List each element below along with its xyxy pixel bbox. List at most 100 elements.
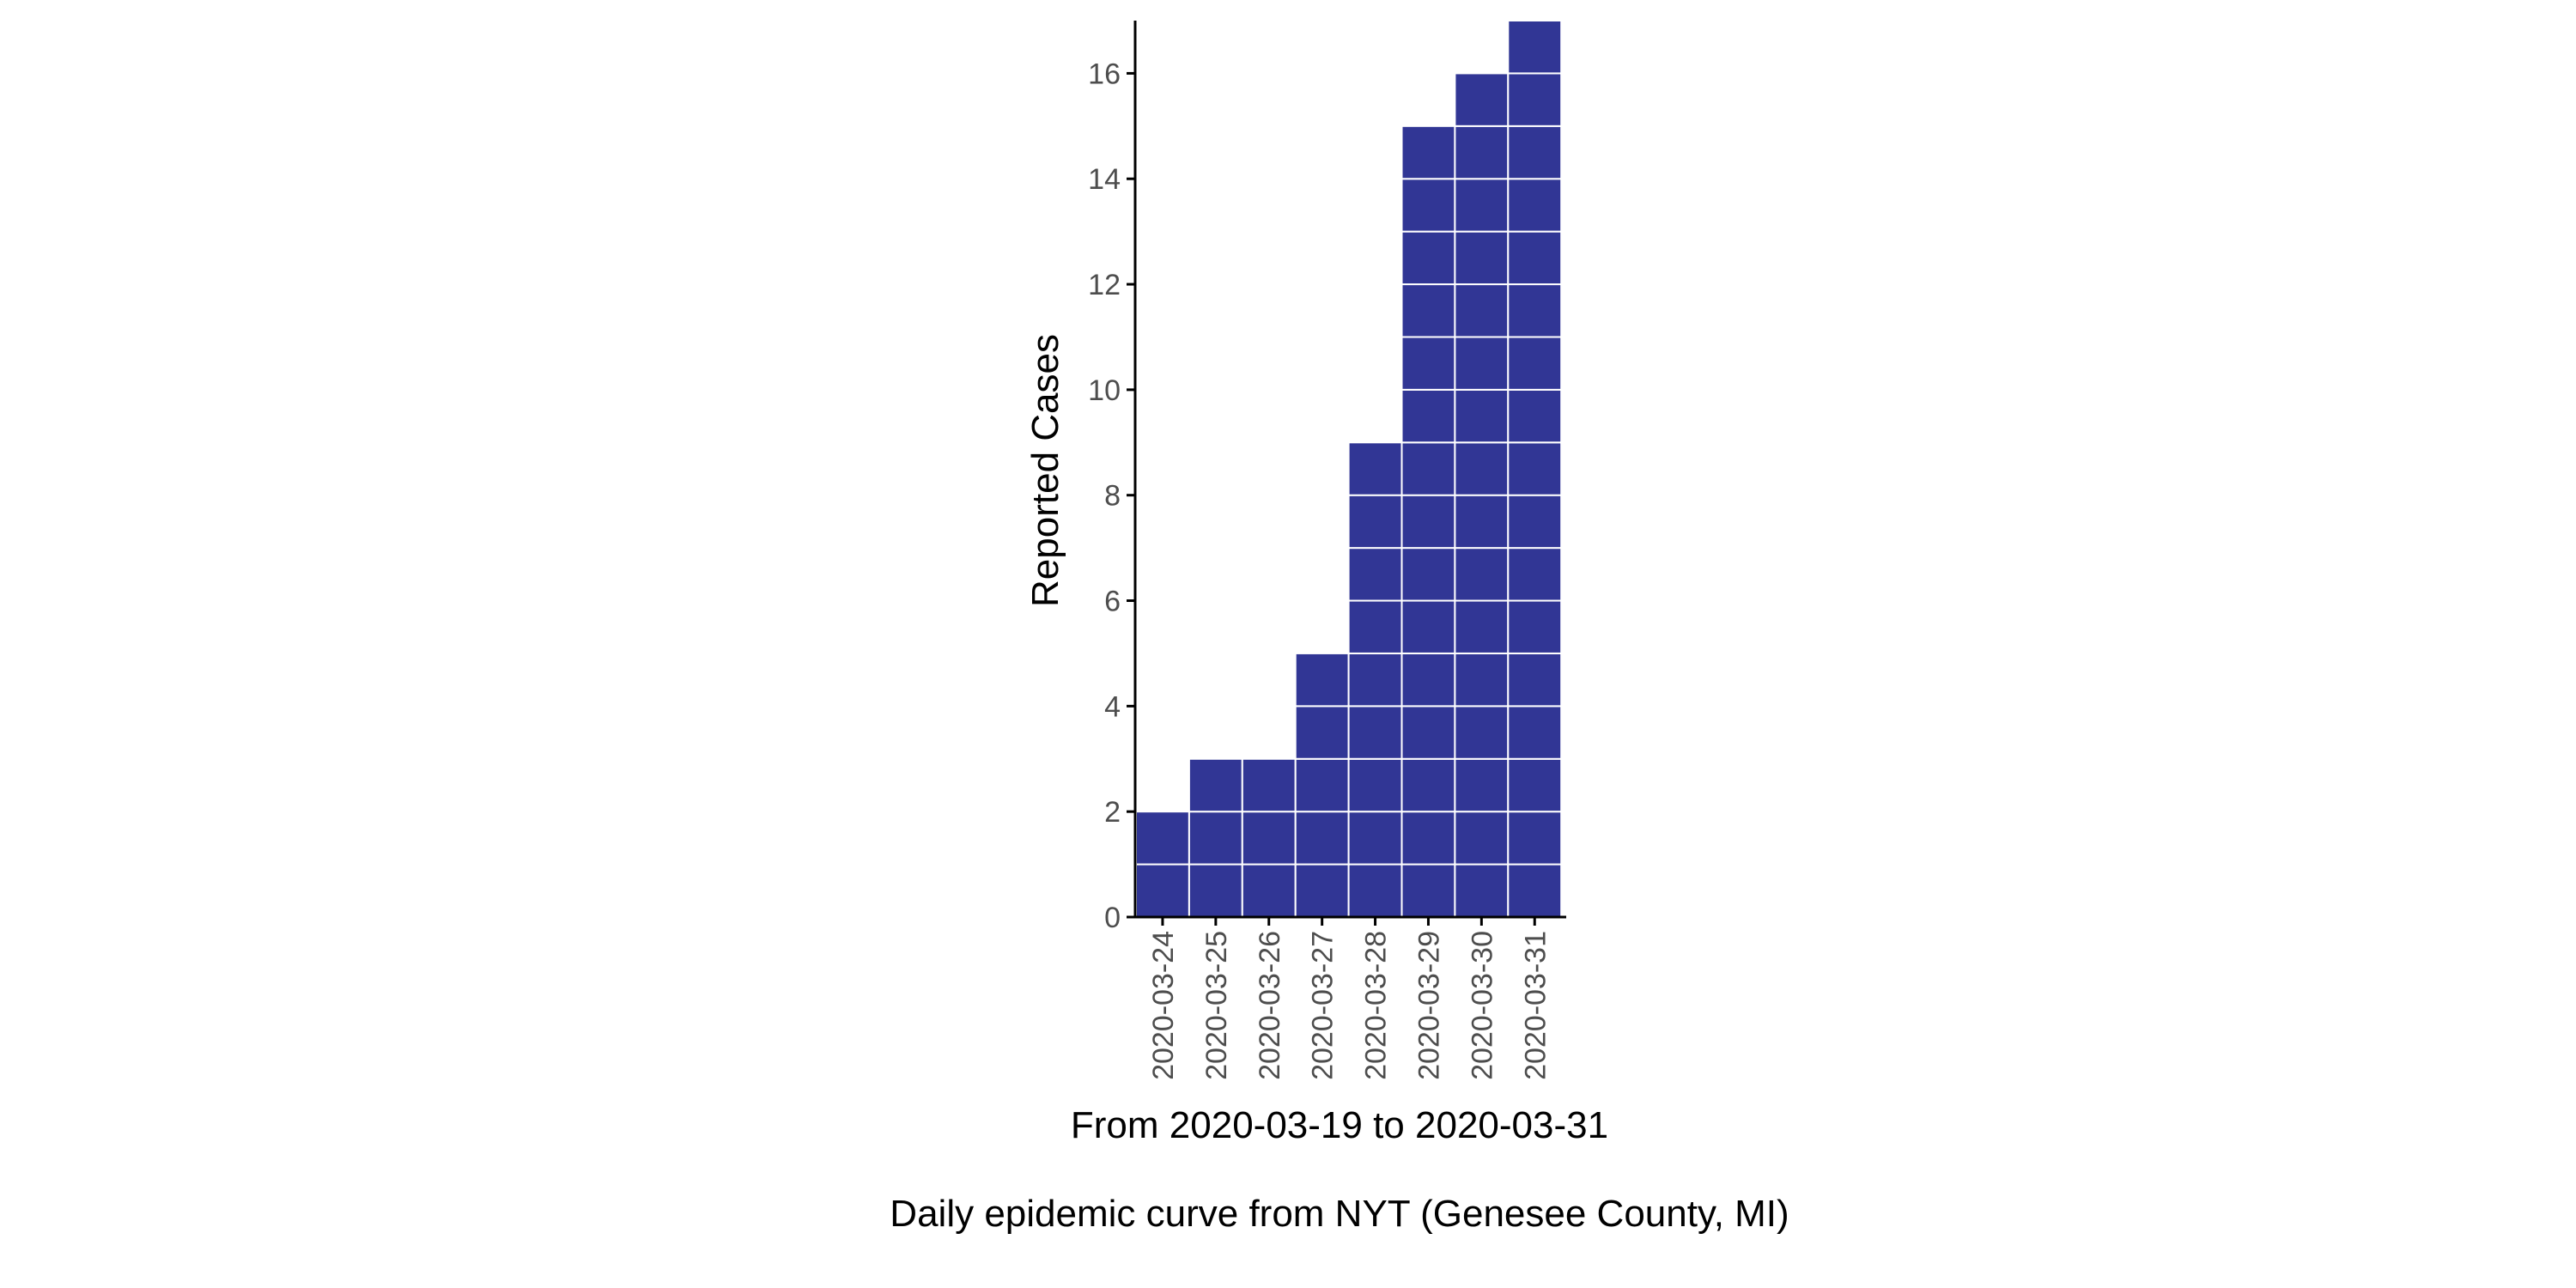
- x-axis: 2020-03-24 2020-03-25 2020-03-26 2020-03-27…: [1134, 915, 1566, 1080]
- bar: [1241, 757, 1297, 919]
- bar-tile: [1400, 283, 1456, 338]
- bar-tile: [1507, 441, 1563, 496]
- bar-tile: [1400, 388, 1456, 444]
- y-tick-label: 10: [1088, 374, 1121, 407]
- bar-tile: [1400, 811, 1456, 866]
- bar-tile: [1294, 863, 1350, 919]
- bar-tile: [1507, 494, 1563, 550]
- bar-tile: [1454, 388, 1510, 444]
- bar-tile: [1294, 652, 1350, 708]
- bar-tile: [1241, 811, 1297, 866]
- bar-tile: [1135, 811, 1190, 866]
- bar-tile: [1507, 705, 1563, 760]
- bar: [1135, 811, 1190, 919]
- y-axis-title: Reported Cases: [1024, 334, 1066, 607]
- bar-tile: [1400, 125, 1456, 180]
- bar-tile: [1347, 547, 1403, 602]
- bar-tile: [1347, 494, 1403, 550]
- bar-tile: [1454, 863, 1510, 919]
- bar-tile: [1507, 811, 1563, 866]
- bar-tile: [1347, 811, 1403, 866]
- bar-tile: [1400, 178, 1456, 233]
- bar-tile: [1347, 863, 1403, 919]
- bar-tile: [1507, 863, 1563, 919]
- bars-group: [1135, 20, 1563, 919]
- bar-tile: [1507, 283, 1563, 338]
- x-tick-label: 2020-03-31: [1519, 931, 1552, 1080]
- bar-tile: [1454, 125, 1510, 180]
- x-axis-title: From 2020-03-19 to 2020-03-31: [1071, 1104, 1608, 1146]
- bar-tile: [1507, 599, 1563, 654]
- bar-tile: [1454, 811, 1510, 866]
- bar-tile: [1347, 599, 1403, 654]
- bar-tile: [1454, 336, 1510, 391]
- bar-tile: [1347, 705, 1403, 760]
- bar-tile: [1347, 652, 1403, 708]
- bar-tile: [1188, 863, 1243, 919]
- x-tick-label: 2020-03-28: [1360, 931, 1393, 1080]
- bar-tile: [1454, 599, 1510, 654]
- bar-tile: [1507, 72, 1563, 127]
- bar-tile: [1507, 388, 1563, 444]
- bar-tile: [1188, 757, 1243, 813]
- y-tick-label: 16: [1088, 58, 1121, 90]
- bar-tile: [1400, 757, 1456, 813]
- bar-tile: [1241, 863, 1297, 919]
- bar-tile: [1507, 547, 1563, 602]
- y-tick-label: 12: [1088, 269, 1121, 301]
- bar-tile: [1347, 441, 1403, 496]
- bar-tile: [1454, 757, 1510, 813]
- bar-tile: [1454, 283, 1510, 338]
- y-tick-label: 14: [1088, 163, 1121, 196]
- bar: [1454, 72, 1510, 919]
- bar-tile: [1507, 652, 1563, 708]
- bar-tile: [1507, 178, 1563, 233]
- bar-tile: [1400, 336, 1456, 391]
- bar-tile: [1400, 547, 1456, 602]
- bar-tile: [1507, 230, 1563, 286]
- x-tick-label: 2020-03-27: [1307, 931, 1340, 1080]
- bar-tile: [1400, 230, 1456, 286]
- bar-tile: [1400, 652, 1456, 708]
- bar-tile: [1454, 72, 1510, 127]
- bar: [1400, 125, 1456, 919]
- bar-tile: [1454, 705, 1510, 760]
- bar-tile: [1454, 494, 1510, 550]
- bar-tile: [1454, 441, 1510, 496]
- bar-tile: [1400, 863, 1456, 919]
- bar: [1347, 441, 1403, 919]
- y-tick-label: 0: [1104, 902, 1121, 934]
- bar: [1507, 20, 1563, 919]
- bar: [1294, 652, 1350, 919]
- bar-tile: [1400, 494, 1456, 550]
- bar-tile: [1294, 757, 1350, 813]
- bar-tile: [1400, 705, 1456, 760]
- y-tick-label: 8: [1104, 480, 1121, 513]
- bar-tile: [1400, 441, 1456, 496]
- bar-tile: [1294, 705, 1350, 760]
- bar-tile: [1135, 863, 1190, 919]
- x-tick-label: 2020-03-25: [1200, 931, 1233, 1080]
- bar-tile: [1507, 336, 1563, 391]
- bar-tile: [1400, 599, 1456, 654]
- bar-tile: [1454, 178, 1510, 233]
- x-tick-label: 2020-03-29: [1413, 931, 1445, 1080]
- y-tick-label: 4: [1104, 690, 1121, 723]
- y-tick-label: 2: [1104, 796, 1121, 829]
- y-tick-label: 6: [1104, 586, 1121, 618]
- bar-tile: [1188, 811, 1243, 866]
- bar-tile: [1507, 757, 1563, 813]
- x-tick-label: 2020-03-30: [1466, 931, 1498, 1080]
- bar-tile: [1454, 652, 1510, 708]
- bar: [1188, 757, 1243, 919]
- bar-tile: [1347, 757, 1403, 813]
- bar-tile: [1507, 20, 1563, 75]
- bar-tile: [1454, 547, 1510, 602]
- x-tick-label: 2020-03-24: [1147, 931, 1180, 1080]
- bar-tile: [1507, 125, 1563, 180]
- y-axis: 0 2 4 6 8 10 12 14 16: [1088, 21, 1137, 934]
- chart-caption: Daily epidemic curve from NYT (Genesee C…: [890, 1193, 1789, 1235]
- x-tick-label: 2020-03-26: [1254, 931, 1286, 1080]
- bar-tile: [1294, 811, 1350, 866]
